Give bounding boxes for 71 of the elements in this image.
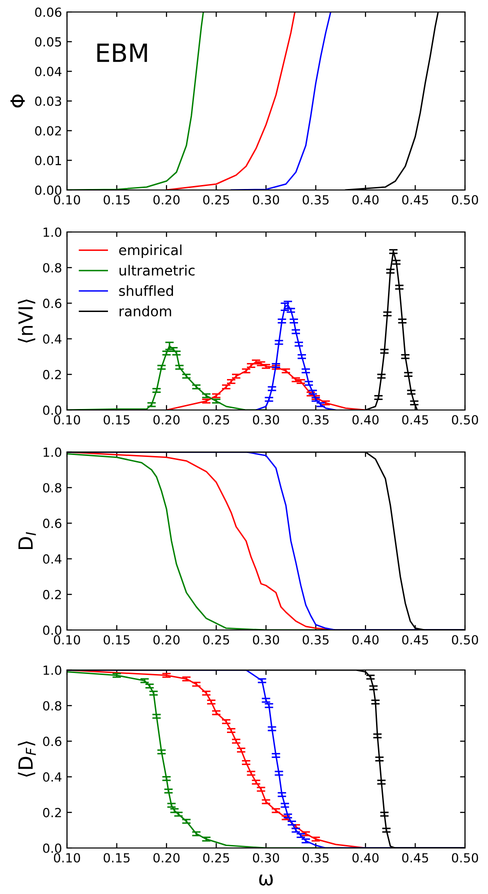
x-tick-label: 0.40 [352, 853, 379, 863]
y-tick-label: 0.06 [35, 7, 62, 17]
y-tick-label: 0.02 [35, 126, 61, 136]
x-tick-label: 0.10 [54, 195, 80, 205]
x-tick-label: 0.25 [203, 195, 230, 205]
x-tick-label: 0.40 [352, 415, 379, 425]
legend-label: empirical [119, 244, 182, 258]
x-tick-label: 0.35 [302, 195, 329, 205]
x-tick-label: 0.35 [302, 853, 329, 863]
x-tick-label: 0.15 [104, 195, 130, 205]
x-tick-label: 0.30 [252, 853, 280, 863]
y-tick-label: 0.2 [43, 590, 61, 600]
x-tick-label: 0.50 [452, 635, 478, 645]
y-tick-label: 0.0 [43, 843, 62, 853]
x-tick-label: 0.25 [203, 853, 230, 863]
y-axis-title: Φ [10, 94, 25, 108]
y-tick-label: 0.03 [35, 96, 62, 106]
x-tick-label: 0.20 [153, 415, 180, 425]
x-tick-label: 0.20 [153, 853, 180, 863]
y-tick-label: 0.2 [43, 808, 61, 818]
x-tick-label: 0.45 [402, 853, 428, 863]
y-tick-label: 0.4 [43, 554, 62, 564]
y-tick-label: 0.05 [35, 37, 62, 47]
y-tick-label: 0.6 [43, 518, 62, 528]
x-tick-label: 0.40 [352, 635, 379, 645]
x-tick-label: 0.25 [203, 635, 230, 645]
y-tick-label: 0.6 [43, 736, 62, 746]
x-tick-label: 0.10 [54, 415, 80, 425]
x-tick-label: 0.40 [352, 195, 379, 205]
x-tick-label: 0.25 [203, 415, 230, 425]
x-tick-label: 0.30 [252, 195, 280, 205]
x-tick-label: 0.30 [252, 415, 280, 425]
x-tick-label: 0.30 [252, 635, 280, 645]
y-axis-title: ⟨D$_{F}$⟩ [18, 741, 36, 777]
y-tick-label: 1.0 [44, 227, 62, 237]
y-tick-label: 0.6 [43, 298, 62, 308]
y-tick-label: 0.00 [35, 185, 62, 195]
y-tick-label: 0.4 [43, 334, 62, 344]
y-tick-label: 0.0 [43, 405, 62, 415]
y-tick-label: 1.0 [44, 665, 62, 675]
y-axis-title: D$_{I}$ [18, 532, 36, 550]
x-tick-label: 0.10 [54, 853, 80, 863]
x-axis-title: ω [259, 874, 273, 886]
y-tick-label: 0.4 [43, 772, 62, 782]
legend-label: random [120, 306, 172, 316]
y-tick-label: 0.8 [43, 483, 62, 493]
y-tick-label: 0.01 [35, 156, 61, 166]
y-tick-label: 0.0 [43, 625, 62, 635]
y-tick-label: 0.2 [43, 370, 61, 380]
x-tick-label: 0.15 [104, 415, 130, 425]
x-tick-label: 0.15 [104, 635, 130, 645]
y-tick-label: 1.0 [44, 447, 62, 457]
x-tick-label: 0.45 [402, 195, 428, 205]
x-tick-label: 0.50 [452, 853, 478, 863]
legend-label: shuffled [119, 285, 173, 296]
x-tick-label: 0.10 [54, 635, 80, 645]
annotation: EBM [97, 44, 147, 62]
x-tick-label: 0.45 [402, 415, 428, 425]
x-tick-label: 0.20 [153, 635, 180, 645]
y-tick-label: 0.04 [35, 66, 62, 76]
legend-label: ultrametric [120, 264, 195, 276]
x-tick-label: 0.35 [302, 415, 329, 425]
x-tick-label: 0.20 [153, 195, 180, 205]
x-tick-label: 0.50 [452, 415, 478, 425]
y-tick-label: 0.8 [43, 701, 62, 711]
x-tick-label: 0.50 [452, 195, 478, 205]
x-tick-label: 0.15 [104, 853, 130, 863]
x-tick-label: 0.45 [402, 635, 428, 645]
y-axis-title: ⟨nVI⟩ [18, 299, 36, 343]
y-tick-label: 0.8 [43, 263, 62, 273]
x-tick-label: 0.35 [302, 635, 329, 645]
